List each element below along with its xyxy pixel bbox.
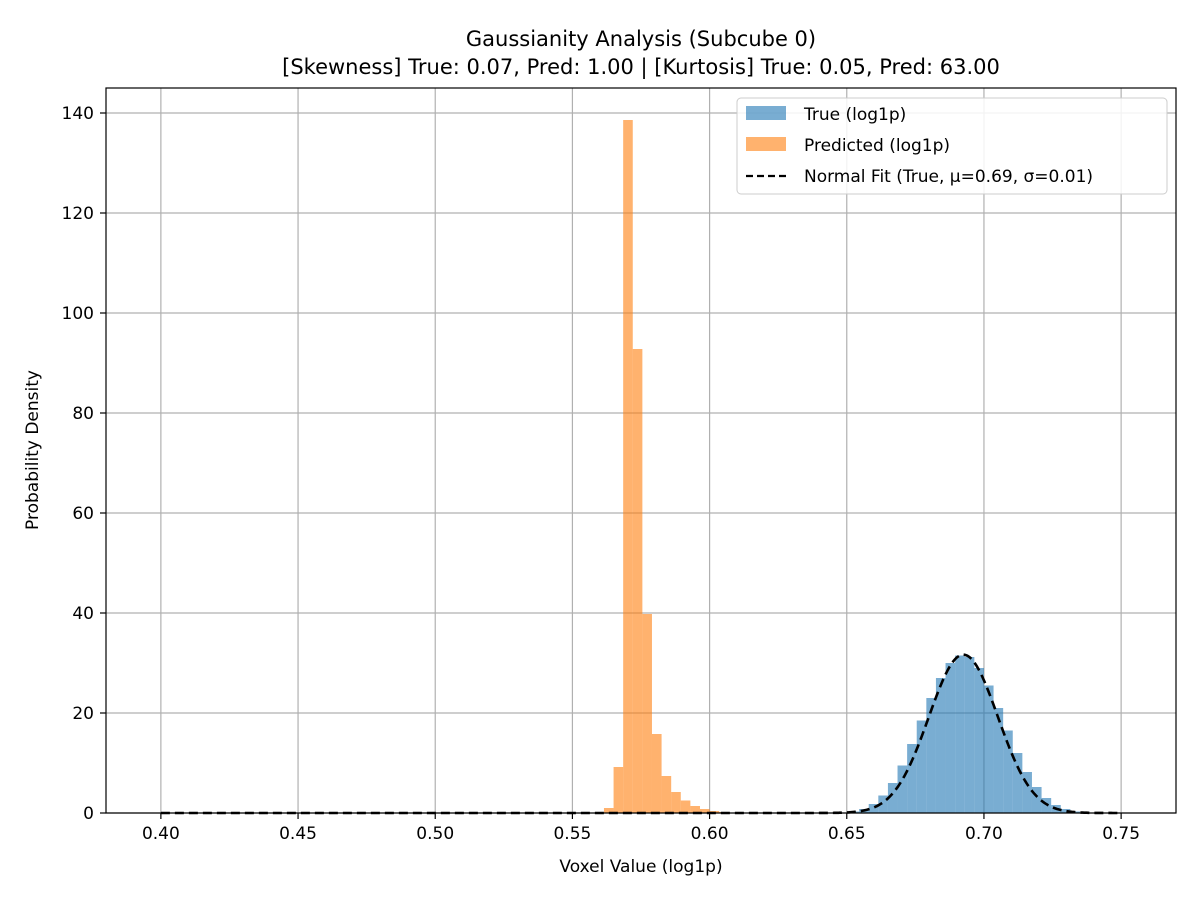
true-histogram-bar — [1012, 753, 1023, 813]
true-histogram-bar — [916, 720, 927, 813]
predicted-histogram-bar — [603, 808, 614, 813]
x-tick-label: 0.60 — [691, 824, 729, 844]
y-tick-label: 60 — [72, 504, 94, 524]
legend-swatch-true — [746, 106, 786, 120]
true-histogram-bar — [897, 765, 908, 813]
legend: True (log1p) Predicted (log1p) Normal Fi… — [736, 97, 1168, 195]
y-tick-label: 0 — [83, 804, 94, 824]
plot-frame — [105, 87, 1177, 814]
x-axis-label: Voxel Value (log1p) — [559, 857, 722, 877]
x-tick-label: 0.75 — [1102, 824, 1140, 844]
chart-subtitle: [Skewness] True: 0.07, Pred: 1.00 | [Kur… — [282, 55, 1000, 80]
y-tick-label: 20 — [72, 704, 94, 724]
predicted-histogram-bar — [671, 792, 681, 813]
x-tick-label: 0.40 — [142, 824, 180, 844]
legend-box — [736, 97, 1168, 195]
y-tick-label: 120 — [62, 204, 94, 224]
predicted-histogram-bar — [680, 800, 691, 813]
predicted-histogram-bar — [690, 806, 700, 813]
y-tick-label: 140 — [62, 104, 94, 124]
x-tick-label: 0.65 — [828, 824, 866, 844]
true-histogram-bar — [887, 783, 898, 813]
true-histogram-bar — [1022, 772, 1032, 813]
axis-ticks: 0.40 0.45 0.50 0.55 0.60 0.65 0.70 0.75 0 20 40 60 8… — [62, 104, 1141, 844]
true-histogram-bar — [955, 655, 965, 813]
predicted-histogram-bar — [613, 767, 624, 813]
true-histogram-bar — [926, 698, 936, 813]
true-histogram-bar — [907, 744, 917, 813]
legend-swatch-predicted — [746, 137, 786, 151]
true-histogram-bar — [945, 663, 956, 813]
predicted-histogram-bar — [642, 614, 652, 813]
x-tick-label: 0.45 — [279, 824, 317, 844]
true-histogram-bar — [1031, 787, 1042, 813]
y-tick-label: 40 — [72, 604, 94, 624]
legend-label-predicted: Predicted (log1p) — [804, 136, 950, 156]
true-histogram-bar — [878, 795, 888, 813]
true-histogram-bar — [1003, 730, 1013, 813]
x-tick-label: 0.70 — [965, 824, 1003, 844]
true-histogram-bar — [983, 685, 994, 813]
predicted-histogram-bar — [699, 809, 710, 813]
chart-title: Gaussianity Analysis (Subcube 0) — [466, 27, 816, 51]
true-histogram-bar — [964, 657, 975, 813]
histogram-bars — [603, 120, 1090, 813]
y-axis-label: Probability Density — [23, 370, 43, 530]
legend-label-true: True (log1p) — [803, 105, 906, 125]
true-histogram-bar — [993, 708, 1004, 813]
x-tick-label: 0.50 — [416, 824, 454, 844]
predicted-histogram-bar — [632, 349, 643, 813]
predicted-histogram-bar — [623, 120, 633, 813]
y-tick-label: 80 — [72, 404, 94, 424]
y-tick-label: 100 — [62, 304, 94, 324]
true-histogram-bar — [974, 668, 984, 813]
legend-label-fit: Normal Fit (True, μ=0.69, σ=0.01) — [804, 167, 1093, 187]
predicted-histogram-bar — [651, 734, 662, 813]
predicted-histogram-bar — [661, 776, 672, 813]
x-tick-label: 0.55 — [553, 824, 591, 844]
true-histogram-bar — [1060, 809, 1071, 813]
true-histogram-bar — [868, 804, 879, 813]
true-histogram-bar — [935, 678, 946, 813]
